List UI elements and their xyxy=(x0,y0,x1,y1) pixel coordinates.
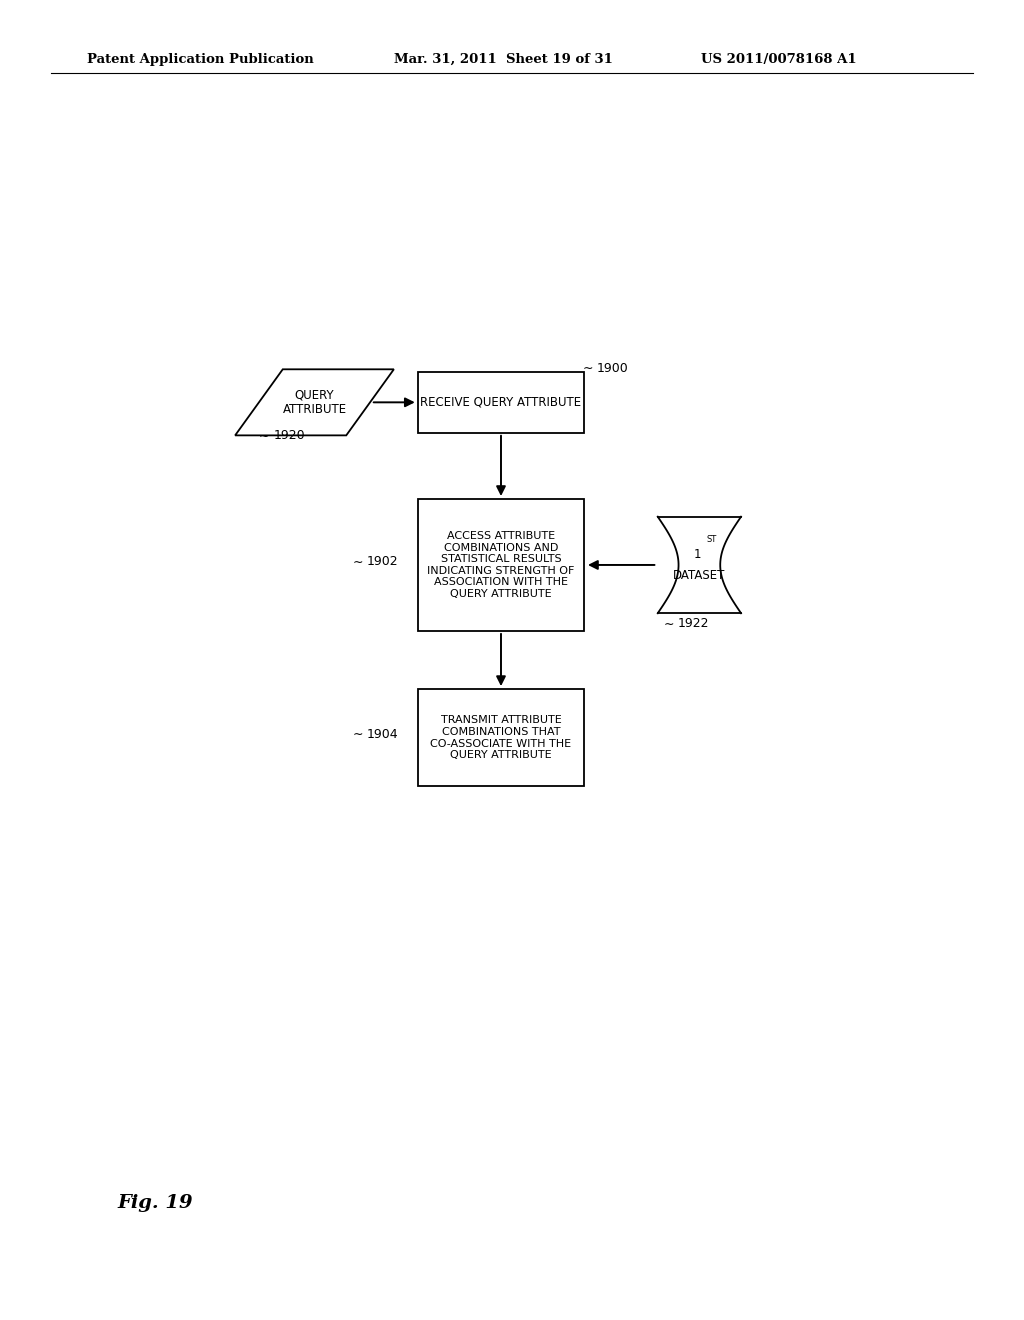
Text: ∼: ∼ xyxy=(583,362,593,375)
Text: ∼: ∼ xyxy=(664,618,674,631)
Text: QUERY
ATTRIBUTE: QUERY ATTRIBUTE xyxy=(283,388,346,416)
Bar xyxy=(418,372,585,433)
Polygon shape xyxy=(657,516,741,614)
Text: Mar. 31, 2011  Sheet 19 of 31: Mar. 31, 2011 Sheet 19 of 31 xyxy=(394,53,613,66)
Text: US 2011/0078168 A1: US 2011/0078168 A1 xyxy=(701,53,857,66)
Text: 1904: 1904 xyxy=(367,729,398,742)
Text: ACCESS ATTRIBUTE
COMBINATIONS AND
STATISTICAL RESULTS
INDICATING STRENGTH OF
ASS: ACCESS ATTRIBUTE COMBINATIONS AND STATIS… xyxy=(427,531,574,599)
Polygon shape xyxy=(236,370,394,436)
Text: ∼: ∼ xyxy=(352,556,362,569)
Text: ∼: ∼ xyxy=(352,729,362,742)
Text: ST: ST xyxy=(707,535,717,544)
Text: 1922: 1922 xyxy=(678,618,710,631)
Text: Patent Application Publication: Patent Application Publication xyxy=(87,53,313,66)
Bar xyxy=(418,689,585,785)
Text: RECEIVE QUERY ATTRIBUTE: RECEIVE QUERY ATTRIBUTE xyxy=(421,396,582,409)
Text: 1: 1 xyxy=(694,548,701,561)
Text: 1900: 1900 xyxy=(597,362,629,375)
Text: ∼: ∼ xyxy=(259,429,269,442)
Text: 1902: 1902 xyxy=(367,556,398,569)
Bar xyxy=(418,499,585,631)
Text: DATASET: DATASET xyxy=(673,569,726,582)
Text: 1920: 1920 xyxy=(273,429,305,442)
Text: Fig. 19: Fig. 19 xyxy=(118,1193,194,1212)
Text: TRANSMIT ATTRIBUTE
COMBINATIONS THAT
CO-ASSOCIATE WITH THE
QUERY ATTRIBUTE: TRANSMIT ATTRIBUTE COMBINATIONS THAT CO-… xyxy=(430,715,571,760)
